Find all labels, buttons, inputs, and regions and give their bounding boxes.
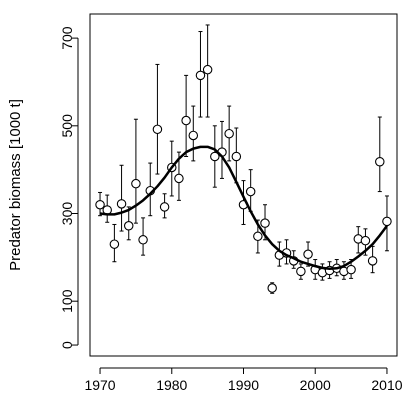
data-point [210, 151, 220, 162]
y-tick-label: 0 [59, 341, 75, 349]
data-point [116, 199, 127, 209]
data-point [109, 239, 120, 249]
data-point [152, 124, 163, 135]
y-tick-label: 500 [59, 114, 75, 138]
data-point [346, 264, 356, 275]
y-tick-label: 700 [59, 26, 75, 50]
x-tick-label: 2010 [371, 377, 402, 393]
x-tick-label: 1990 [228, 377, 259, 393]
data-point [131, 178, 141, 189]
data-point [138, 235, 148, 245]
y-tick-label: 300 [59, 202, 75, 226]
data-point [95, 199, 105, 210]
data-point [188, 130, 199, 141]
y-tick-label: 100 [59, 289, 75, 313]
data-point [382, 216, 392, 227]
error-bars [98, 24, 389, 294]
x-tick-label: 2000 [300, 377, 331, 393]
y-axis-title: Predator biomass [1000 t] [7, 99, 24, 271]
y-axis: 0 100 300 500 700 [59, 26, 79, 349]
plot-frame [89, 13, 398, 357]
data-point [123, 221, 134, 231]
data-point [260, 218, 270, 228]
data-point [181, 115, 191, 126]
data-point [202, 64, 213, 75]
data-point [267, 283, 277, 293]
data-points [95, 64, 392, 293]
data-point [253, 231, 263, 242]
data-point [159, 202, 170, 212]
data-point [224, 128, 234, 139]
data-point [245, 186, 256, 197]
data-point [231, 151, 242, 162]
x-tick-label: 1970 [84, 377, 115, 393]
data-point [296, 266, 306, 277]
data-point [195, 70, 206, 81]
data-point [367, 256, 378, 266]
x-axis: 1970 1980 1990 2000 2010 [84, 367, 403, 393]
data-point [303, 249, 313, 260]
data-point [360, 235, 371, 246]
x-tick-label: 1980 [156, 377, 187, 393]
data-point [174, 173, 184, 184]
data-point [375, 157, 385, 167]
smooth-trend-line [99, 145, 388, 270]
